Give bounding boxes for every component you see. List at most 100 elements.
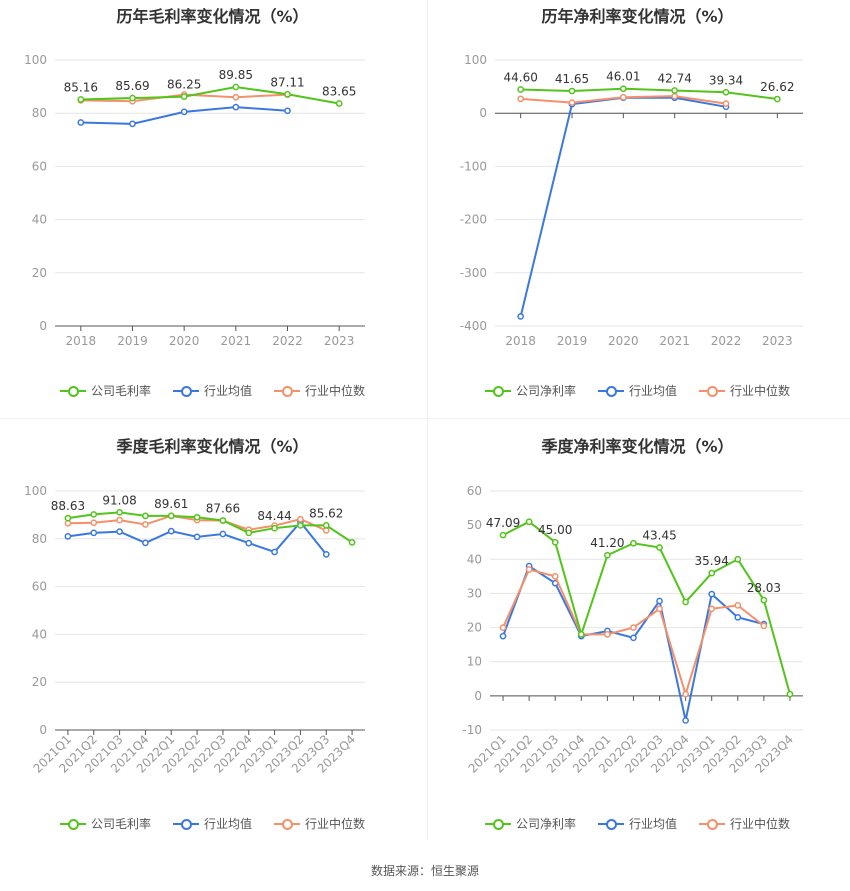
data-point-median — [604, 631, 611, 638]
data-point-company — [297, 522, 304, 529]
data-label: 39.34 — [709, 73, 743, 87]
chart-title: 历年净利率变化情况（%） — [541, 7, 734, 26]
data-point-avg — [682, 717, 689, 724]
data-point-company — [219, 517, 227, 524]
x-tick-label: 2023 — [324, 334, 355, 348]
data-label: 42.74 — [657, 71, 691, 85]
data-point-company — [193, 513, 201, 521]
y-tick-label: -400 — [460, 319, 487, 333]
data-label: 87.11 — [270, 75, 304, 89]
x-tick-label: 2019 — [557, 334, 588, 348]
y-tick-label: 0 — [39, 723, 47, 737]
legend-item-median[interactable]: 行业中位数 — [699, 815, 790, 832]
x-tick-label: 2020 — [608, 334, 639, 348]
legend-item-company[interactable]: 公司毛利率 — [59, 815, 151, 832]
data-point-median — [656, 605, 663, 613]
data-point-avg — [90, 529, 98, 537]
chart-title: 季度净利率变化情况（%） — [541, 437, 734, 456]
data-label: 41.65 — [555, 72, 589, 86]
data-label: 89.61 — [154, 497, 188, 511]
y-tick-label: -300 — [460, 266, 487, 280]
data-point-median — [568, 99, 576, 106]
annual-net-margin-chart: -400 -300 -200 -100 0 100 2018 2019 2020 2021 2022… — [460, 53, 803, 348]
legend-item-avg[interactable]: 行业均值 — [172, 815, 252, 832]
data-point-median — [525, 566, 533, 573]
data-point-avg — [232, 103, 240, 111]
x-tick-label: 2022 — [711, 334, 742, 348]
y-tick-label: 0 — [479, 106, 487, 120]
data-point-median — [619, 93, 627, 101]
data-point-company — [335, 100, 343, 107]
data-point-avg — [167, 527, 175, 535]
data-point-median — [722, 100, 730, 107]
legend-item-median[interactable]: 行业中位数 — [274, 815, 365, 832]
y-tick-label: 100 — [24, 484, 47, 498]
data-point-avg — [64, 533, 72, 540]
legend-item-avg[interactable]: 行业均值 — [597, 382, 677, 399]
data-point-company — [90, 511, 98, 518]
data-point-company — [245, 529, 253, 537]
data-point-company — [551, 538, 559, 546]
data-point-company — [77, 96, 85, 103]
chart-title: 历年毛利率变化情况（%） — [116, 7, 309, 26]
data-point-company — [499, 531, 507, 539]
legend-median-icon — [699, 385, 725, 397]
data-point-company — [517, 86, 525, 93]
data-point-company — [708, 569, 716, 577]
legend-item-company[interactable]: 公司净利率 — [484, 382, 576, 399]
data-point-company — [656, 544, 663, 551]
data-point-company — [284, 90, 291, 98]
data-label: 85.62 — [309, 506, 343, 520]
data-point-avg — [734, 613, 742, 621]
data-point-median — [90, 519, 98, 527]
data-label: 87.66 — [206, 501, 240, 515]
y-tick-label: 80 — [32, 532, 47, 546]
y-tick-label: 40 — [467, 552, 482, 566]
legend-item-avg[interactable]: 行业均值 — [597, 815, 677, 832]
data-point-avg — [708, 590, 716, 598]
quarterly-gross-margin-panel: 季度毛利率变化情况（%） 0 20 40 60 80 100 2021Q1 2021Q2 202… — [0, 430, 425, 840]
data-label: 46.01 — [606, 70, 640, 84]
y-tick-label: 40 — [32, 627, 47, 641]
data-point-company — [348, 539, 356, 546]
legend-avg-icon — [597, 818, 624, 830]
legend-avg-label: 行业均值 — [203, 817, 252, 831]
data-point-median — [297, 515, 304, 523]
data-point-company — [116, 508, 123, 516]
data-point-company — [525, 518, 533, 526]
y-tick-label: 100 — [24, 53, 47, 67]
y-tick-label: -100 — [460, 159, 487, 173]
legend-item-company[interactable]: 公司毛利率 — [59, 382, 151, 399]
y-tick-label: 80 — [32, 106, 47, 120]
legend-item-avg[interactable]: 行业均值 — [172, 382, 252, 399]
legend-median-icon — [274, 385, 300, 397]
data-point-company — [577, 631, 585, 638]
y-tick-label: -200 — [460, 213, 487, 227]
y-tick-label: 20 — [467, 621, 482, 635]
series-line-company — [67, 511, 353, 544]
data-point-company — [786, 690, 794, 698]
data-label: 45.00 — [538, 523, 572, 537]
y-tick-label: 20 — [32, 675, 47, 689]
legend-item-median[interactable]: 行业中位数 — [699, 382, 790, 399]
data-point-median — [232, 93, 240, 101]
y-tick-label: 50 — [467, 518, 482, 532]
data-point-company — [760, 596, 768, 604]
data-label: 88.63 — [51, 499, 85, 513]
legend: 公司毛利率 行业均值 行业中位数 — [0, 815, 425, 832]
legend-avg-icon — [597, 385, 624, 397]
panel-divider-vertical — [427, 0, 428, 840]
data-point-company — [271, 524, 278, 532]
data-point-avg — [245, 539, 253, 547]
data-point-company — [232, 83, 240, 91]
legend-item-median[interactable]: 行业中位数 — [274, 382, 365, 399]
annual-gross-margin-panel: 历年毛利率变化情况（%） 0 20 40 60 80 100 2018 2019 2020 202… — [0, 0, 425, 415]
legend-median-label: 行业中位数 — [305, 817, 366, 831]
quarterly-net-margin-chart: -1001020304050602021Q12021Q22021Q32021Q4… — [462, 484, 803, 776]
data-point-median — [499, 624, 507, 631]
legend-item-company[interactable]: 公司净利率 — [484, 815, 576, 832]
annual-net-margin-panel: 历年净利率变化情况（%） -400 -300 -200 -100 0 100 2018 201… — [425, 0, 850, 415]
data-point-avg — [193, 533, 201, 541]
y-tick-label: 20 — [32, 266, 47, 280]
y-tick-label: 0 — [39, 319, 47, 333]
